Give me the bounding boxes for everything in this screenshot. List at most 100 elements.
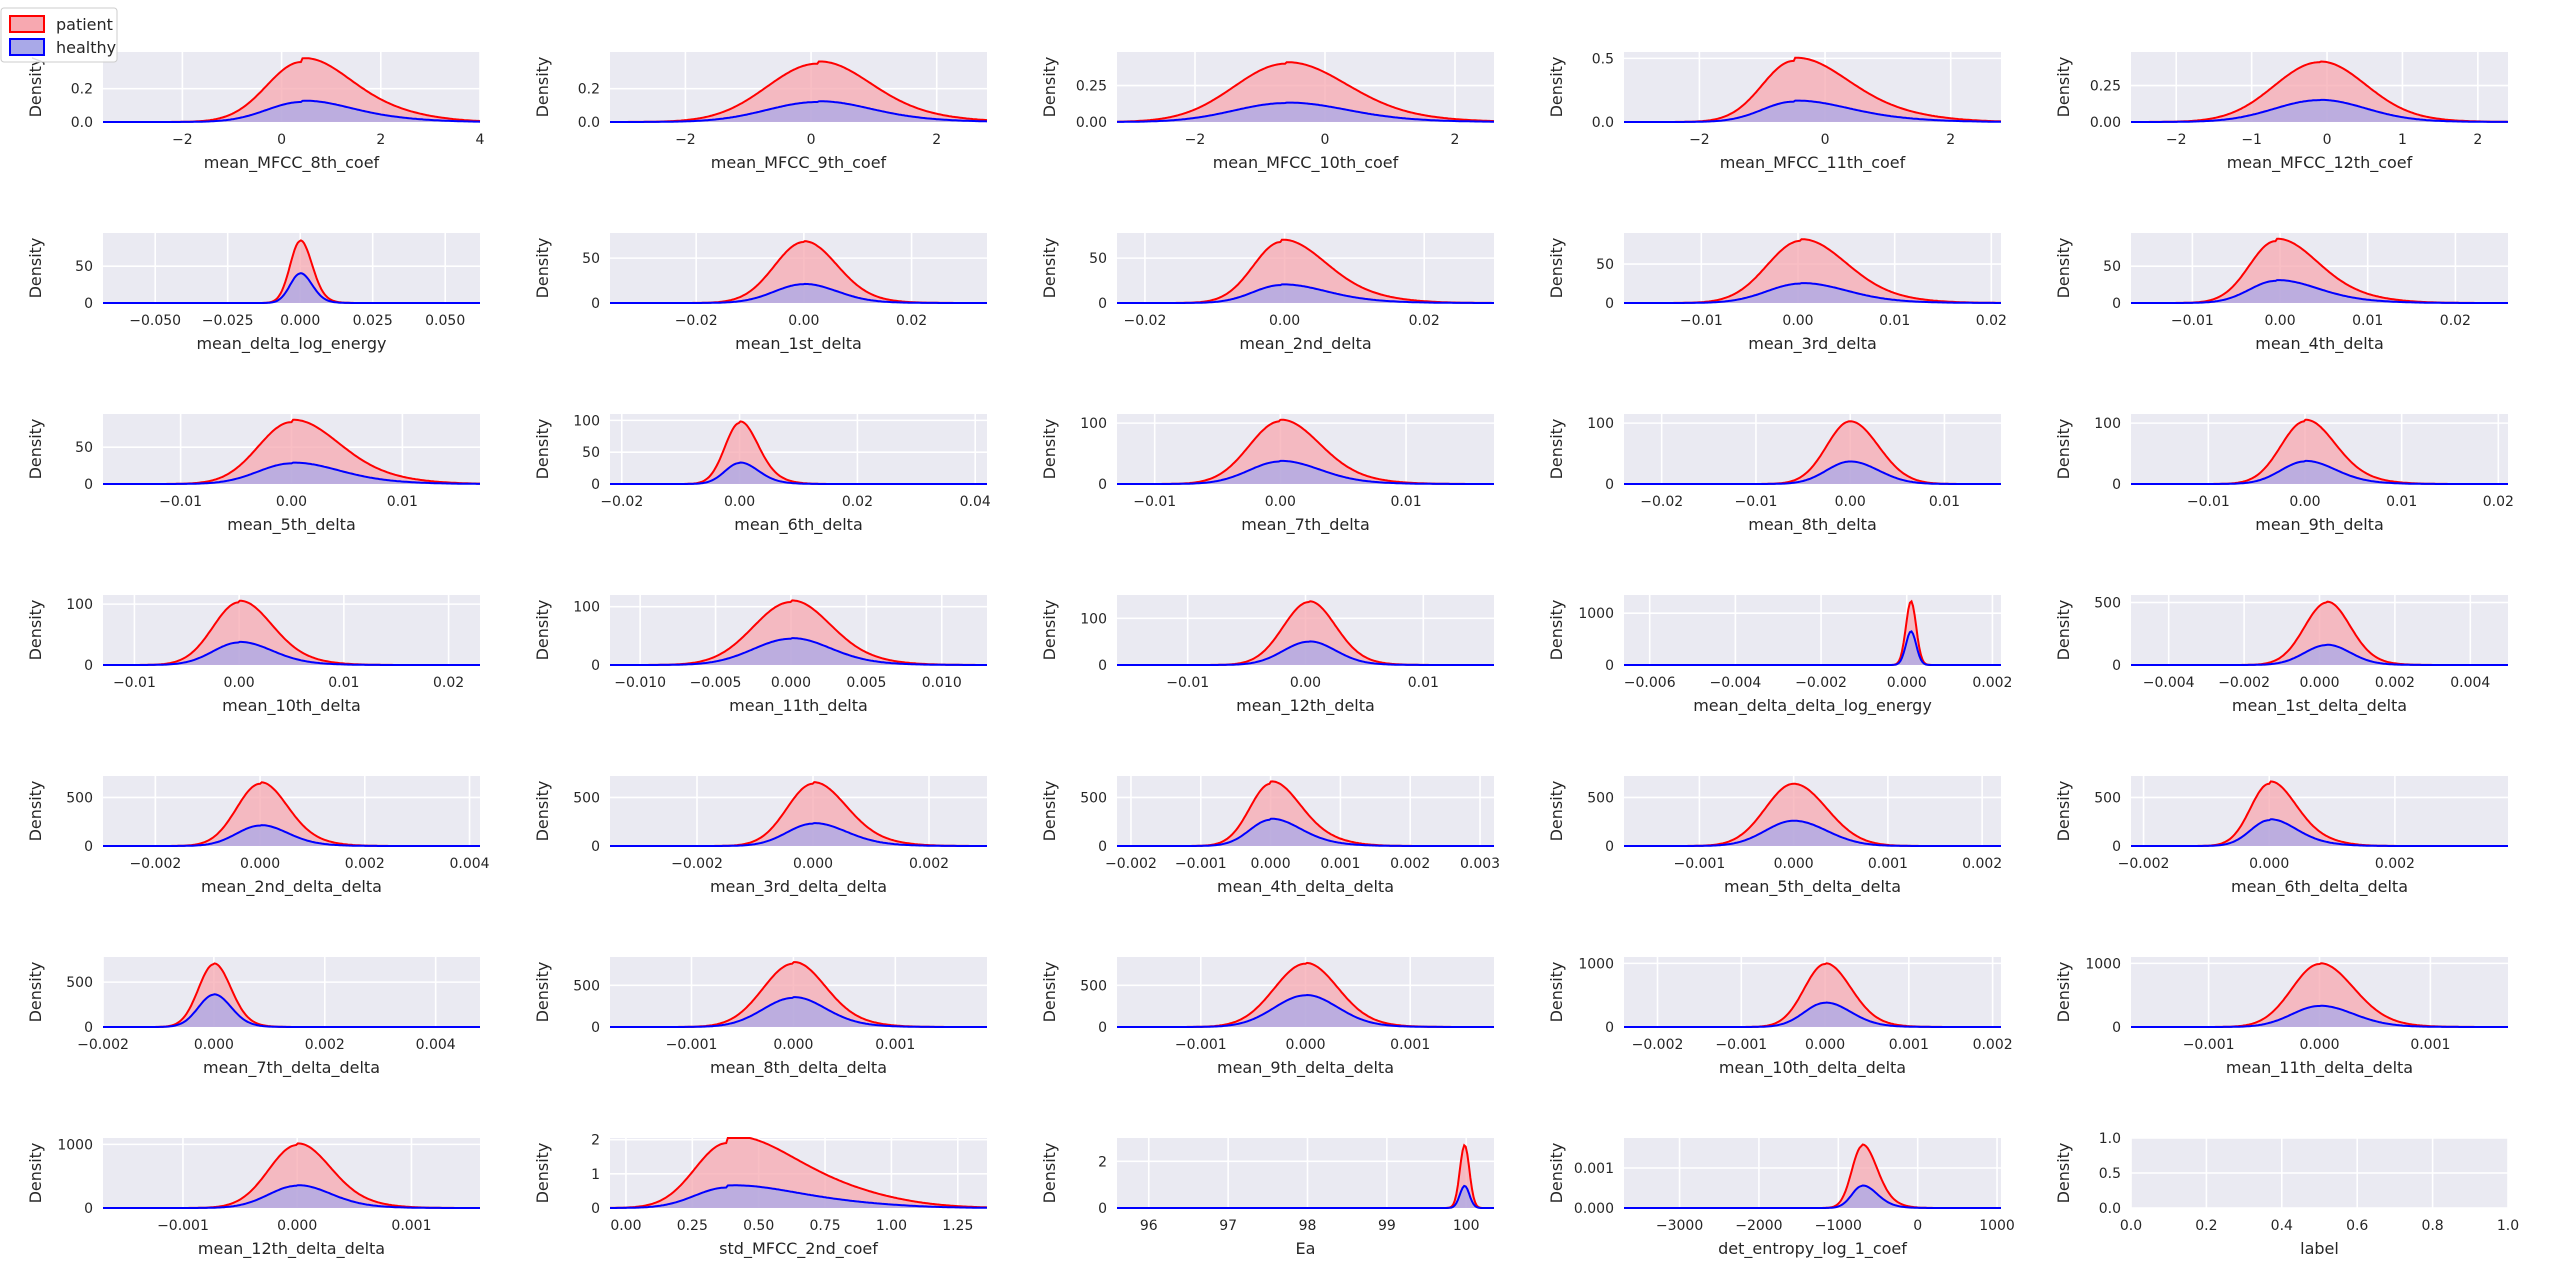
x-tick-label: 0 <box>1913 1218 1922 1234</box>
x-tick-label: 2 <box>376 132 385 148</box>
y-tick-label: 0 <box>1098 296 1107 312</box>
y-tick-label: 0 <box>84 839 93 855</box>
x-tick-label: 0.004 <box>416 1037 456 1053</box>
x-axis-label: mean_MFCC_9th_coef <box>711 153 887 173</box>
x-tick-label: 0.000 <box>194 1037 234 1053</box>
y-axis-label: Density <box>1547 962 1566 1023</box>
subplot-35: 0.0 0.2 0.4 0.6 0.8 1.0 0.0 0.5 1.0 label Density <box>2054 1131 2519 1258</box>
y-tick-label: 0 <box>84 1020 93 1036</box>
y-tick-label: 100 <box>1587 416 1614 432</box>
legend-label-patient: patient <box>56 15 113 34</box>
y-tick-label: 0.5 <box>2099 1166 2121 1182</box>
x-tick-label: 0.002 <box>305 1037 345 1053</box>
x-tick-label: 0.000 <box>1805 1037 1845 1053</box>
y-axis-label: Density <box>2054 600 2073 661</box>
y-tick-label: 100 <box>1080 416 1107 432</box>
x-tick-label: 0.01 <box>1929 494 1960 510</box>
y-tick-label: 1000 <box>1578 606 1614 622</box>
x-tick-label: 0.025 <box>353 313 393 329</box>
subplot-21: −0.002 0.000 0.002 0.0040500mean_2nd_delta_… <box>26 776 490 897</box>
y-axis-label: Density <box>2054 419 2073 480</box>
x-axis-label: mean_4th_delta <box>2255 334 2384 354</box>
x-tick-label: −0.01 <box>2171 313 2214 329</box>
x-tick-label: 0.02 <box>2440 313 2471 329</box>
x-axis-label: mean_delta_delta_log_energy <box>1693 696 1932 716</box>
y-axis-label: Density <box>2054 781 2073 842</box>
x-tick-label: 2 <box>1946 132 1955 148</box>
y-tick-label: 0.000 <box>1574 1201 1614 1217</box>
y-tick-label: 0 <box>1098 477 1107 493</box>
y-tick-label: 500 <box>1080 978 1107 994</box>
y-tick-label: 0.00 <box>1076 115 1107 131</box>
y-tick-label: 0 <box>1605 1020 1614 1036</box>
y-tick-label: 0 <box>591 1201 600 1217</box>
x-tick-label: 0.04 <box>960 494 991 510</box>
y-axis-label: Density <box>1547 419 1566 480</box>
x-tick-label: 0.002 <box>1390 856 1430 872</box>
x-axis-label: mean_7th_delta_delta <box>203 1058 380 1078</box>
x-axis-label: mean_8th_delta_delta <box>710 1058 887 1078</box>
x-tick-label: 0.001 <box>1320 856 1360 872</box>
x-axis-label: mean_1st_delta_delta <box>2232 696 2407 716</box>
y-tick-label: 0 <box>591 296 600 312</box>
y-tick-label: 0 <box>1098 658 1107 674</box>
x-tick-label: 0.001 <box>875 1037 915 1053</box>
x-tick-label: 0.002 <box>2375 856 2415 872</box>
x-tick-label: 0.001 <box>1390 1037 1430 1053</box>
subplot-34: −3000 −2000 −1000 0 1000 0.000 0.001 det_entrop… <box>1547 1138 2015 1259</box>
y-tick-label: 0 <box>1605 296 1614 312</box>
y-tick-label: 0.001 <box>1574 1161 1614 1177</box>
subplot-7: −0.02 0.00 0.02050mean_1st_deltaDensity <box>533 233 987 354</box>
x-tick-label: 0.004 <box>449 856 489 872</box>
x-axis-label: mean_4th_delta_delta <box>1217 877 1394 897</box>
x-axis-label: mean_8th_delta <box>1748 515 1877 535</box>
x-axis-label: det_entropy_log_1_coef <box>1718 1239 1907 1259</box>
x-tick-label: −2000 <box>1735 1218 1782 1234</box>
x-tick-label: 0.00 <box>224 675 255 691</box>
x-tick-label: 0.000 <box>240 856 280 872</box>
y-axis-label: Density <box>2054 1143 2073 1204</box>
x-tick-label: 0.00 <box>610 1218 641 1234</box>
y-tick-label: 0.5 <box>1592 51 1614 67</box>
x-tick-label: 0.02 <box>1976 313 2007 329</box>
x-tick-label: 0.000 <box>1285 1037 1325 1053</box>
y-tick-label: 100 <box>66 597 93 613</box>
subplot-18: −0.01 0.00 0.01 0 100 mean_12th_delta Density <box>1040 595 1494 716</box>
x-tick-label: 0.010 <box>922 675 962 691</box>
y-axis-label: Density <box>1547 57 1566 118</box>
subplot-24: −0.001 0.000 0.001 0.0020500mean_5th_delta_… <box>1547 776 2002 897</box>
x-axis-label: mean_3rd_delta_delta <box>710 877 887 897</box>
y-tick-label: 0 <box>591 477 600 493</box>
y-tick-label: 0 <box>1605 839 1614 855</box>
x-tick-label: −0.001 <box>1715 1037 1767 1053</box>
x-tick-label: 0.000 <box>1251 856 1291 872</box>
x-tick-label: 98 <box>1299 1218 1317 1234</box>
y-axis-label: Density <box>26 781 45 842</box>
x-tick-label: 0.00 <box>1265 494 1296 510</box>
x-tick-label: −0.001 <box>1175 1037 1227 1053</box>
x-tick-label: 0.00 <box>2289 494 2320 510</box>
x-axis-label: mean_MFCC_11th_coef <box>1720 153 1906 173</box>
x-tick-label: 0.01 <box>1879 313 1910 329</box>
plot-area <box>1624 595 2001 665</box>
x-tick-label: 0 <box>2323 132 2332 148</box>
y-tick-label: 500 <box>1080 790 1107 806</box>
y-tick-label: 0.2 <box>578 82 600 98</box>
x-tick-label: 0.00 <box>1269 313 1300 329</box>
y-tick-label: 0 <box>2112 658 2121 674</box>
x-tick-label: −0.004 <box>2143 675 2195 691</box>
x-tick-label: 2 <box>2473 132 2482 148</box>
x-tick-label: −0.025 <box>202 313 254 329</box>
x-tick-label: −1000 <box>1815 1218 1862 1234</box>
subplot-grid: −2 0 2 40.00.2mean_MFCC_8th_coefDensity−2 0 2… <box>26 51 2519 1259</box>
x-tick-label: 0.003 <box>1460 856 1500 872</box>
y-tick-label: 0 <box>84 1201 93 1217</box>
y-tick-label: 1 <box>591 1167 600 1183</box>
x-axis-label: mean_5th_delta_delta <box>1724 877 1901 897</box>
subplot-9: −0.01 0.00 0.01 0.02 0 50 mean_3rd_delta Densit… <box>1547 233 2007 354</box>
y-tick-label: 500 <box>573 790 600 806</box>
x-tick-label: 0.00 <box>1290 675 1321 691</box>
x-tick-label: 0.6 <box>2346 1218 2368 1234</box>
y-tick-label: 0 <box>84 296 93 312</box>
